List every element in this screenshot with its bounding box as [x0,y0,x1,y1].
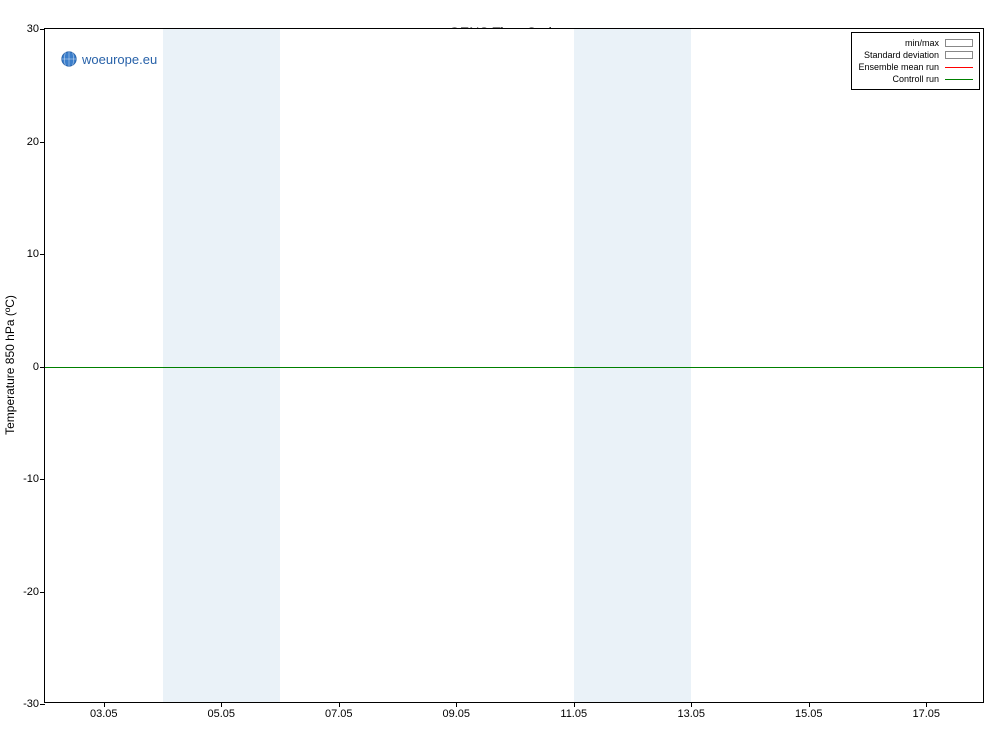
y-tick-label: 30 [27,23,39,35]
legend-item: Controll run [858,73,973,85]
x-tick [574,702,575,707]
legend-swatch [945,51,973,59]
chart-container: { "chart": { "type": "line", "title_pref… [0,0,1000,733]
x-tick-label: 17.05 [912,708,940,720]
x-tick-label: 13.05 [677,708,705,720]
legend-item: Ensemble mean run [858,61,973,73]
y-tick-label: -10 [23,473,39,485]
x-tick [456,702,457,707]
legend-swatch [945,39,973,47]
controll-run-line [45,367,983,368]
x-tick-label: 09.05 [442,708,470,720]
weekend-shade [574,29,692,702]
x-tick-label: 15.05 [795,708,823,720]
x-tick [339,702,340,707]
x-tick-label: 07.05 [325,708,353,720]
y-tick [40,29,45,30]
legend: min/maxStandard deviationEnsemble mean r… [851,32,980,90]
weekend-shade [163,29,281,702]
x-tick [104,702,105,707]
watermark-text: woeurope.eu [82,52,157,67]
legend-swatch [945,75,973,83]
legend-item-label: Standard deviation [864,49,939,61]
legend-item-label: Controll run [892,73,939,85]
y-tick [40,254,45,255]
plot-area: -30-20-10010203003.0505.0507.0509.0511.0… [44,28,984,703]
watermark: woeurope.eu [60,50,157,68]
legend-item: Standard deviation [858,49,973,61]
y-tick [40,592,45,593]
legend-swatch [945,63,973,71]
x-tick [691,702,692,707]
y-tick [40,367,45,368]
y-tick-label: 0 [33,361,39,373]
x-tick [221,702,222,707]
legend-item-label: min/max [905,37,939,49]
y-tick-label: 20 [27,136,39,148]
legend-item-label: Ensemble mean run [858,61,939,73]
x-tick-label: 05.05 [207,708,235,720]
y-tick-label: -30 [23,698,39,710]
legend-item: min/max [858,37,973,49]
y-tick [40,704,45,705]
x-tick-label: 03.05 [90,708,118,720]
x-tick-label: 11.05 [560,708,587,720]
x-tick [926,702,927,707]
x-tick [809,702,810,707]
y-tick [40,479,45,480]
y-tick-label: -20 [23,586,39,598]
y-tick [40,142,45,143]
globe-icon [60,50,78,68]
y-tick-label: 10 [27,248,39,260]
y-axis-label: Temperature 850 hPa (ºC) [3,295,17,435]
